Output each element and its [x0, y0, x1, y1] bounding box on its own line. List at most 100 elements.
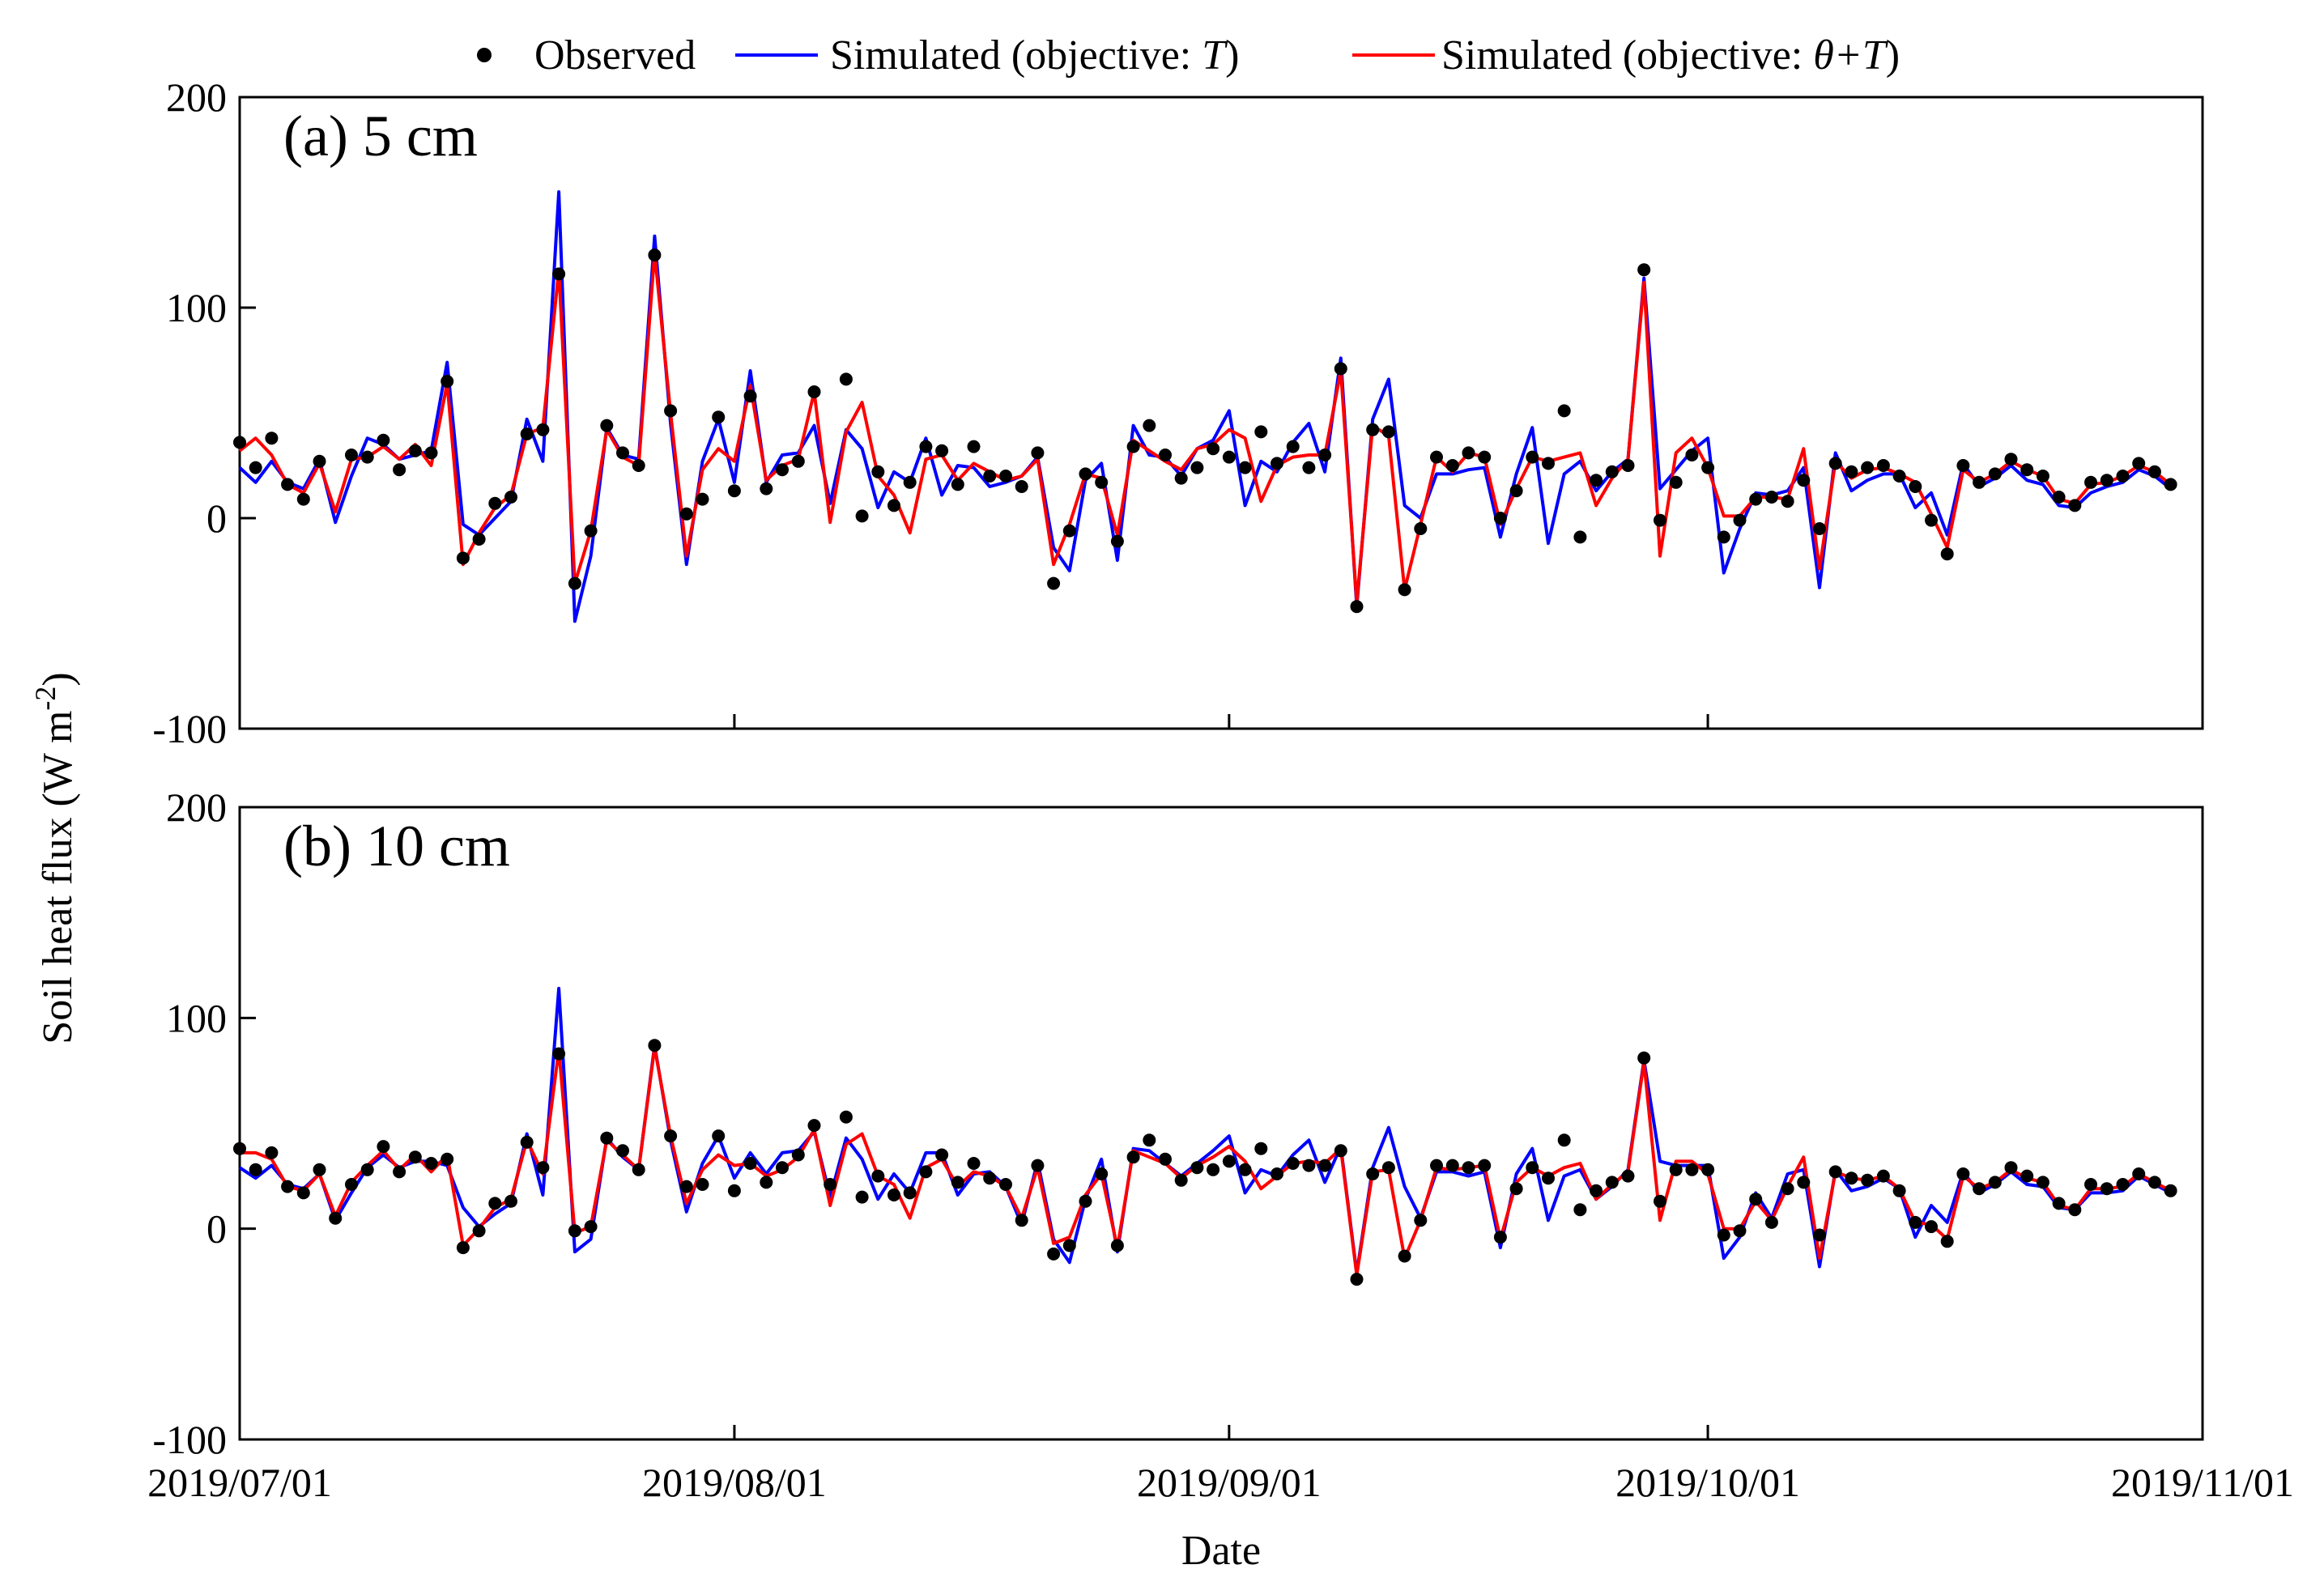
- observed-point: [233, 1142, 246, 1155]
- observed-point: [2068, 1203, 2082, 1217]
- observed-point: [2004, 453, 2018, 466]
- observed-point: [791, 1148, 805, 1162]
- observed-point: [1430, 450, 1443, 464]
- observed-point: [1717, 1228, 1730, 1242]
- observed-point: [760, 482, 773, 495]
- observed-point: [2100, 1182, 2113, 1196]
- y-tick-label: 200: [166, 74, 227, 120]
- observed-point: [1302, 1159, 1316, 1172]
- y-tick-label: 100: [166, 285, 227, 330]
- observed-point: [1381, 425, 1395, 439]
- legend-observed-marker: [477, 48, 492, 62]
- legend-observed-label: Observed: [534, 32, 696, 79]
- observed-point: [296, 492, 310, 506]
- observed-point: [1509, 1182, 1523, 1196]
- observed-point: [1573, 1203, 1587, 1217]
- observed-point: [568, 1224, 581, 1238]
- observed-point: [1143, 1133, 1156, 1147]
- observed-point: [1590, 1184, 1603, 1197]
- observed-point: [1526, 450, 1539, 464]
- observed-point: [1222, 1154, 1236, 1168]
- observed-point: [807, 385, 821, 398]
- observed-point: [1797, 1176, 1811, 1189]
- observed-point: [1286, 1157, 1300, 1170]
- observed-point: [1350, 600, 1364, 614]
- observed-point: [1238, 461, 1252, 474]
- observed-point: [536, 1161, 550, 1175]
- observed-point: [648, 249, 662, 261]
- observed-point: [265, 1146, 279, 1159]
- observed-point: [1828, 1165, 1842, 1179]
- observed-point: [393, 463, 406, 477]
- observed-point: [2052, 491, 2066, 504]
- observed-point: [1047, 1247, 1061, 1261]
- observed-point: [233, 436, 246, 449]
- observed-point: [1781, 1182, 1794, 1196]
- observed-point: [1764, 1215, 1778, 1229]
- observed-point: [441, 1152, 454, 1166]
- observed-point: [664, 1129, 678, 1143]
- observed-point: [1637, 1051, 1651, 1065]
- observed-point: [360, 1163, 374, 1176]
- observed-point: [1414, 522, 1428, 535]
- observed-point: [1493, 512, 1507, 525]
- observed-point: [791, 454, 805, 468]
- observed-point: [839, 1110, 853, 1124]
- observed-point: [727, 1184, 741, 1197]
- observed-point: [679, 507, 693, 521]
- observed-point: [1398, 1249, 1411, 1263]
- observed-point: [1701, 461, 1715, 474]
- x-tick-label: 2019/10/01: [1615, 1460, 1800, 1505]
- legend-sim-t-label: Simulated (objective: T): [830, 32, 1239, 79]
- observed-point: [360, 450, 374, 464]
- observed-point: [1925, 1220, 1938, 1234]
- observed-point: [855, 509, 869, 523]
- observed-point: [2147, 1176, 2161, 1189]
- observed-point: [1861, 461, 1875, 474]
- observed-point: [1238, 1163, 1252, 1176]
- observed-point: [313, 1163, 326, 1176]
- observed-point: [520, 1135, 534, 1149]
- observed-point: [1207, 442, 1220, 456]
- observed-point: [472, 1224, 486, 1238]
- observed-point: [1207, 1163, 1220, 1176]
- observed-point: [1845, 465, 1858, 478]
- observed-point: [1685, 1163, 1699, 1176]
- observed-point: [1590, 474, 1603, 487]
- observed-point: [488, 1197, 502, 1210]
- observed-point: [1988, 1176, 2002, 1189]
- observed-point: [951, 478, 964, 491]
- observed-point: [1430, 1159, 1443, 1172]
- observed-point: [1637, 263, 1651, 277]
- observed-point: [1254, 425, 1268, 439]
- observed-point: [696, 492, 709, 506]
- observed-point: [903, 1186, 917, 1200]
- observed-point: [776, 463, 789, 477]
- observed-point: [408, 444, 422, 457]
- observed-point: [2036, 470, 2049, 483]
- observed-point: [1973, 1182, 1986, 1196]
- observed-point: [552, 1047, 566, 1061]
- observed-point: [2084, 1178, 2097, 1191]
- observed-point: [1318, 449, 1332, 461]
- observed-point: [871, 465, 885, 478]
- observed-point: [408, 1150, 422, 1164]
- observed-point: [1749, 492, 1763, 506]
- observed-point: [632, 1163, 645, 1176]
- observed-point: [1685, 449, 1699, 461]
- observed-point: [345, 1178, 358, 1191]
- y-tick-label: 0: [206, 495, 227, 541]
- observed-point: [1654, 1194, 1666, 1208]
- observed-point: [2020, 463, 2034, 477]
- observed-point: [377, 433, 390, 447]
- observed-point: [1381, 1161, 1395, 1175]
- observed-point: [1749, 1193, 1763, 1206]
- observed-point: [1557, 404, 1571, 418]
- observed-point: [2020, 1169, 2034, 1183]
- observed-point: [871, 1169, 885, 1183]
- observed-point: [1110, 1239, 1124, 1252]
- observed-point: [1669, 1163, 1683, 1176]
- observed-point: [2036, 1176, 2049, 1189]
- observed-point: [1079, 467, 1092, 481]
